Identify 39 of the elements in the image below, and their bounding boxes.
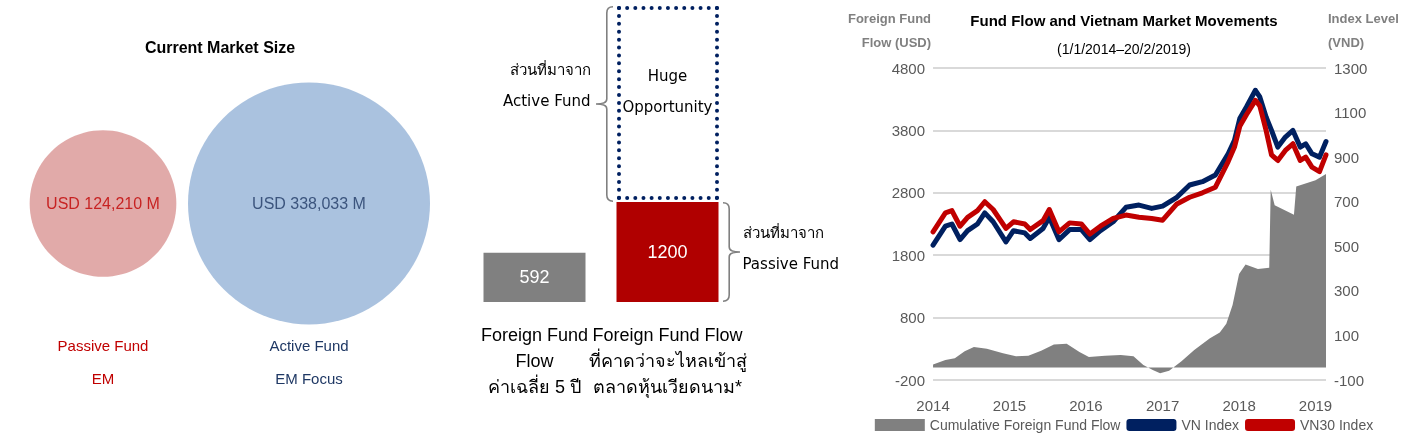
text: Current Market Size (144, 38, 296, 56)
y-tick-label: 4800 (891, 59, 926, 77)
data-label: 592 (519, 267, 550, 288)
y2-tick-label: 100 (1334, 326, 1360, 344)
x-tick-label: Foreign Fund Flow ที่คาดว่าจะไหลเข้าสู่ ตลาดหุ้นเวียดนาม* (588, 325, 747, 398)
legend-label: VN30 Index (1300, 417, 1374, 433)
text: ส่วนที่มาจาก Active Fund (502, 59, 591, 112)
x-tick-label: 2017 (1145, 397, 1180, 414)
x-tick-label: 2016 (1069, 397, 1103, 414)
y2-tick-label: 1100 (1334, 104, 1367, 122)
data-label: USD 338,033 M (252, 195, 366, 212)
x-tick-label: 2014 (916, 397, 950, 414)
x-tick-label: 2015 (992, 397, 1027, 414)
x-tick-label: Foreign Fund Flow ค่าเฉลี่ย 5 ปี (480, 325, 589, 397)
y-tick-label: 2800 (891, 184, 926, 202)
y2-tick-label: 900 (1334, 148, 1360, 166)
y2-tick-label: 500 (1334, 237, 1360, 255)
y2-axis-title: Index Level (VND) (1328, 10, 1399, 50)
y2-tick-label: 300 (1334, 282, 1360, 300)
chart-title: Fund Flow and Vietnam Market Movements (970, 12, 1278, 29)
y2-tick-label: -100 (1334, 371, 1365, 389)
category-label: Active Fund EM Focus (269, 337, 349, 387)
legend-label: Cumulative Foreign Fund Flow (929, 417, 1122, 433)
x-tick-label: 2019 (1298, 397, 1333, 414)
data-label: USD 124,210 M (46, 195, 160, 212)
y-axis-title: Foreign Fund Flow (USD) (847, 10, 932, 50)
data-label: 1200 (647, 242, 688, 262)
text: Huge Opportunity (621, 66, 714, 118)
legend-label: VN Index (1181, 417, 1240, 433)
y-tick-label: 3800 (891, 121, 926, 139)
x-tick-label: 2018 (1222, 397, 1256, 414)
chart-subtitle: (1/1/2014–20/2/2019) (1057, 41, 1191, 57)
y2-tick-label: 700 (1334, 193, 1360, 211)
y-tick-label: 800 (900, 309, 926, 327)
category-label: Passive Fund EM (57, 337, 149, 387)
text: ส่วนที่มาจาก Passive Fund (742, 222, 841, 275)
y-tick-label: -200 (895, 371, 926, 389)
y-tick-label: 1800 (891, 246, 926, 264)
y2-tick-label: 1300 (1334, 59, 1368, 77)
